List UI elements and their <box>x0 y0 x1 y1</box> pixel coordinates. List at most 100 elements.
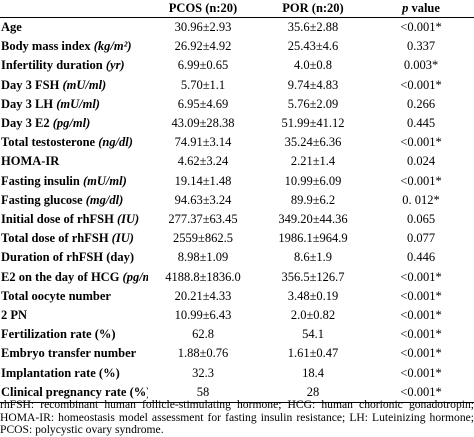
table-row: Total oocyte number 20.21±4.33 3.48±0.19 <0… <box>0 287 474 306</box>
row-label: Infertility duration (yr) <box>0 56 148 75</box>
header-por: POR (n:20) <box>258 0 368 18</box>
row-label-text: Day 3 FSH <box>1 77 63 92</box>
row-label: Body mass index (kg/m²) <box>0 37 148 56</box>
table-row: Body mass index (kg/m²) 26.92±4.92 25.43±4… <box>0 37 474 56</box>
row-pcos-value: 26.92±4.92 <box>174 39 232 54</box>
row-label-text: Implantation rate (%) <box>1 365 120 380</box>
row-p-value: <0.001* <box>400 327 442 342</box>
header-p-rest: value <box>408 1 440 15</box>
comparison-table: PCOS (n:20) POR (n:20) p value Age 30.96±… <box>0 0 474 404</box>
row-pcos-value: 94.63±3.24 <box>174 192 232 207</box>
row-p-value: <0.001* <box>400 308 442 323</box>
row-pcos-value: 19.14±1.48 <box>174 173 232 188</box>
row-p-value: <0.001* <box>400 20 442 34</box>
row-label: Age <box>0 18 148 38</box>
row-p-value: 0.337 <box>406 39 436 54</box>
header-pcos: PCOS (n:20) <box>148 0 258 18</box>
row-label: Day 3 FSH (mU/ml) <box>0 76 148 95</box>
row-label-text: HOMA-IR <box>1 154 60 169</box>
row-p-value: <0.001* <box>368 382 474 404</box>
table-row: 2 PN 10.99±6.43 2.0±0.82 <0.001* <box>0 306 474 325</box>
row-label-text: Infertility duration <box>1 58 106 73</box>
table-row: Day 3 FSH (mU/ml) 5.70±1.1 9.74±4.83 <0.001… <box>0 76 474 95</box>
row-p-value: <0.001* <box>400 77 442 92</box>
table-row: Total dose of rhFSH (IU) 2559±862.5 1986.1… <box>0 229 474 248</box>
row-pcos-value: 32.3 <box>192 365 214 380</box>
row-label: Initial dose of rhFSH (IU) <box>0 210 148 229</box>
row-por-value: 4.0±0.8 <box>293 58 333 73</box>
row-por-value: 3.48±0.19 <box>287 288 339 303</box>
row-label-unit: (mU/ml) <box>82 173 127 188</box>
table-row: Fasting insulin (mU/ml) 19.14±1.48 10.99±6… <box>0 172 474 191</box>
row-label: E2 on the day of HCG (pg/ml) <box>0 268 148 287</box>
row-pcos-value: 277.37±63.45 <box>168 212 238 227</box>
row-p-value: <0.001* <box>400 269 442 284</box>
row-label-text: Body mass index <box>1 39 94 54</box>
row-label-text: Total testosterone <box>1 135 99 150</box>
row-p-value: 0. 012* <box>402 192 440 207</box>
header-parameter <box>0 0 148 18</box>
row-p-value: <0.001* <box>400 365 442 380</box>
row-pcos-value: 20.21±4.33 <box>174 288 232 303</box>
row-p-value: <0.001* <box>400 288 442 303</box>
table-row: Fasting glucose (mg/dl) 94.63±3.24 89.9±6.… <box>0 191 474 210</box>
row-label-unit: (IU) <box>111 231 134 246</box>
row-label: Embryo transfer number <box>0 344 148 363</box>
row-label-text: Fertilization rate (%) <box>1 327 116 342</box>
row-por-value: 35.6±2.88 <box>287 20 339 34</box>
row-por-value: 2.21±1.4 <box>290 154 336 169</box>
row-por-value: 54.1 <box>302 327 324 342</box>
row-label-unit: (mU/ml) <box>62 77 107 92</box>
row-label: 2 PN <box>0 306 148 325</box>
row-p-value: 0.003* <box>403 58 439 73</box>
table-row: Initial dose of rhFSH (IU) 277.37±63.45 34… <box>0 210 474 229</box>
table-row: Embryo transfer number 1.88±0.76 1.61±0.47… <box>0 344 474 363</box>
row-por-value: 18.4 <box>302 365 324 380</box>
row-por-value: 9.74±4.83 <box>287 77 339 92</box>
row-label-text: Total oocyte number <box>1 288 111 303</box>
table-row: Total testosterone (ng/dl) 74.91±3.14 35.2… <box>0 133 474 152</box>
row-label-unit: (pg/ml) <box>122 269 148 284</box>
row-por-value: 1986.1±964.9 <box>278 231 348 246</box>
row-por-value: 35.24±6.36 <box>284 135 342 150</box>
table-header-row: PCOS (n:20) POR (n:20) p value <box>0 0 474 18</box>
row-pcos-value: 62.8 <box>192 327 214 342</box>
row-pcos-value: 8.98±1.09 <box>177 250 229 265</box>
header-p-value: p value <box>368 0 474 18</box>
comparison-table-container: PCOS (n:20) POR (n:20) p value Age 30.96±… <box>0 0 474 404</box>
table-row: Fertilization rate (%) 62.8 54.1 <0.001* <box>0 325 474 344</box>
row-label-text: Day 3 E2 <box>1 116 53 131</box>
row-label-text: Day 3 LH <box>1 96 57 111</box>
row-label-unit: (yr) <box>105 58 125 73</box>
row-label-text: Fasting glucose <box>1 192 86 207</box>
row-pcos-value: 2559±862.5 <box>173 231 233 246</box>
row-label-text: Duration of rhFSH (day) <box>1 250 134 265</box>
row-label-text: Total dose of rhFSH <box>1 231 112 246</box>
row-pcos-value: 5.70±1.1 <box>180 77 226 92</box>
row-por-value: 89.9±6.2 <box>290 192 336 207</box>
row-p-value: 0.077 <box>406 231 436 246</box>
row-label: Fasting glucose (mg/dl) <box>0 191 148 210</box>
table-row: Day 3 E2 (pg/ml) 43.09±28.38 51.99±41.12 0.… <box>0 114 474 133</box>
row-label: Fasting insulin (mU/ml) <box>0 172 148 191</box>
row-pcos-value: 6.99±0.65 <box>177 58 229 73</box>
row-label-text: Fasting insulin <box>1 173 83 188</box>
row-label-text: 2 PN <box>1 308 28 323</box>
row-pcos-value: 4188.8±1836.0 <box>165 269 241 284</box>
row-label-unit: (mU/ml) <box>56 96 100 111</box>
row-label: Total testosterone (ng/dl) <box>0 133 148 152</box>
row-pcos-value: 4.62±3.24 <box>177 154 229 169</box>
row-p-value: 0.024 <box>406 154 436 169</box>
row-p-value: <0.001* <box>400 135 442 150</box>
row-label: Total oocyte number <box>0 287 148 306</box>
row-por-value: 5.76±2.09 <box>287 96 339 111</box>
row-label-unit: (mg/dl) <box>85 192 124 207</box>
row-por-value: 2.0±0.82 <box>290 308 336 323</box>
row-p-value: 0.065 <box>406 212 436 227</box>
table-row: Implantation rate (%) 32.3 18.4 <0.001* <box>0 364 474 383</box>
row-label-text: Embryo transfer number <box>1 346 137 361</box>
row-label-text: Clinical pregnancy rate (%) <box>1 384 148 399</box>
table-row: Duration of rhFSH (day) 8.98±1.09 8.6±1.9 0… <box>0 248 474 267</box>
row-label-text: Initial dose of rhFSH <box>1 212 117 227</box>
row-p-value: <0.001* <box>400 173 442 188</box>
